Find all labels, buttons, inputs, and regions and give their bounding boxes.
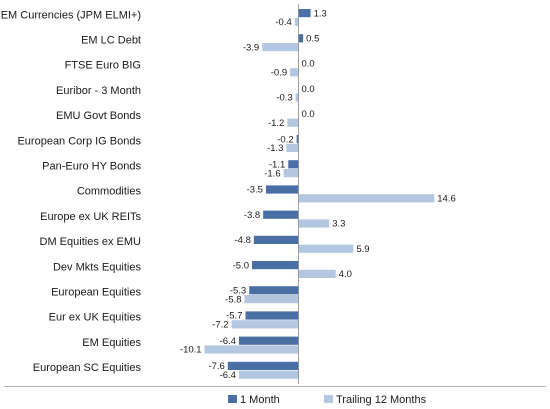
value-label-trailing-12-months-european-sc-equities: -6.4 (220, 370, 236, 381)
bar-trailing-12-months-europe-ex-uk-reits (298, 219, 330, 228)
value-label-1-month-emu-govt-bonds: 0.0 (302, 109, 315, 120)
value-label-1-month-em-equities: -6.4 (220, 336, 236, 347)
value-label-trailing-12-months-ftse-euro-big: -0.9 (271, 68, 287, 79)
bar-1-month-em-lc-debt (298, 34, 304, 43)
value-label-trailing-12-months-pan-euro-hy-bonds: -1.6 (264, 168, 280, 179)
bar-trailing-12-months-em-lc-debt (262, 43, 299, 52)
category-label-europe-ex-uk-reits: Europe ex UK REITs (40, 211, 141, 223)
value-label-1-month-commodities: -3.5 (247, 185, 263, 196)
value-label-trailing-12-months-europe-ex-uk-reits: 3.3 (332, 219, 345, 230)
category-label-ftse-euro-big: FTSE Euro BIG (65, 60, 141, 72)
category-label-european-equities: European Equities (51, 287, 141, 299)
bar-trailing-12-months-pan-euro-hy-bonds (283, 169, 299, 178)
bar-1-month-eur-ex-uk-equities (245, 311, 299, 320)
value-label-1-month-dm-equities-ex-emu: -4.8 (234, 235, 250, 246)
value-label-trailing-12-months-em-equities: -10.1 (180, 345, 202, 356)
bars-layer (204, 9, 435, 379)
category-label-euribor-3-month: Euribor - 3 Month (56, 85, 141, 97)
value-label-1-month-european-sc-equities: -7.6 (208, 361, 224, 372)
bar-trailing-12-months-em-currencies-jpm-elmi (294, 17, 299, 26)
category-label-commodities: Commodities (77, 186, 142, 198)
bar-1-month-pan-euro-hy-bonds (288, 160, 299, 169)
bar-trailing-12-months-euribor-3-month (295, 93, 299, 102)
category-label-european-sc-equities: European SC Equities (33, 362, 142, 374)
value-label-1-month-europe-ex-uk-reits: -3.8 (244, 210, 260, 221)
category-label-pan-euro-hy-bonds: Pan-Euro HY Bonds (42, 161, 141, 173)
category-labels-layer: EM Currencies (JPM ELMI+) EM LC Debt FTSE … (1, 9, 142, 374)
value-label-1-month-em-lc-debt: 0.5 (306, 34, 319, 45)
category-label-em-currencies-jpm-elmi: EM Currencies (JPM ELMI+) (1, 9, 141, 21)
bar-trailing-12-months-emu-govt-bonds (287, 118, 299, 127)
value-label-trailing-12-months-european-corp-ig-bonds: -1.3 (267, 143, 283, 154)
value-label-trailing-12-months-eur-ex-uk-equities: -7.2 (212, 320, 228, 331)
bar-1-month-em-currencies-jpm-elmi (298, 9, 311, 18)
bar-trailing-12-months-ftse-euro-big (290, 68, 299, 77)
value-label-1-month-european-equities: -5.3 (230, 286, 246, 297)
bar-1-month-european-corp-ig-bonds (296, 135, 299, 144)
value-label-1-month-euribor-3-month: 0.0 (302, 84, 315, 95)
value-label-1-month-european-corp-ig-bonds: -0.2 (277, 134, 293, 145)
category-label-dm-equities-ex-emu: DM Equities ex EMU (40, 236, 142, 248)
bar-1-month-em-equities (238, 336, 299, 345)
value-label-trailing-12-months-dm-equities-ex-emu: 5.9 (356, 244, 369, 255)
value-label-1-month-eur-ex-uk-equities: -5.7 (226, 311, 242, 322)
legend-label-1-month: 1 Month (240, 394, 280, 406)
value-label-trailing-12-months-em-currencies-jpm-elmi: -0.4 (275, 17, 291, 28)
value-label-1-month-em-currencies-jpm-elmi: 1.3 (314, 8, 327, 19)
value-label-1-month-ftse-euro-big: 0.0 (302, 59, 315, 70)
value-label-trailing-12-months-commodities: 14.6 (437, 194, 456, 205)
value-label-trailing-12-months-em-lc-debt: -3.9 (243, 42, 259, 53)
category-label-em-lc-debt: EM LC Debt (81, 35, 141, 47)
bar-1-month-dev-mkts-equities (252, 261, 299, 270)
bar-trailing-12-months-european-equities (244, 295, 299, 304)
legend-swatch-1-month (228, 395, 237, 403)
bar-trailing-12-months-european-sc-equities (238, 370, 299, 379)
bar-1-month-commodities (265, 185, 299, 194)
category-label-em-equities: EM Equities (82, 337, 141, 349)
bar-1-month-european-equities (249, 286, 299, 295)
legend: 1 Month Trailing 12 Months (228, 394, 427, 406)
bar-trailing-12-months-dev-mkts-equities (298, 269, 336, 278)
category-label-emu-govt-bonds: EMU Govt Bonds (56, 110, 141, 122)
value-label-trailing-12-months-emu-govt-bonds: -1.2 (268, 118, 284, 129)
legend-swatch-trailing-12-months (324, 395, 333, 403)
bar-trailing-12-months-european-corp-ig-bonds (286, 143, 299, 152)
value-label-trailing-12-months-dev-mkts-equities: 4.0 (339, 269, 352, 280)
bar-1-month-dm-equities-ex-emu (253, 235, 299, 244)
bar-trailing-12-months-dm-equities-ex-emu (298, 244, 354, 253)
category-label-european-corp-ig-bonds: European Corp IG Bonds (17, 135, 141, 147)
bar-trailing-12-months-commodities (298, 194, 435, 203)
bar-trailing-12-months-eur-ex-uk-equities (231, 320, 299, 329)
value-label-trailing-12-months-euribor-3-month: -0.3 (276, 93, 292, 104)
category-label-eur-ex-uk-equities: Eur ex UK Equities (49, 312, 142, 324)
bar-1-month-europe-ex-uk-reits (263, 210, 299, 219)
value-labels-layer: 1.3-0.40.5-3.90.0-0.90.0-0.30.0-1.2-0.2-… (180, 8, 456, 381)
value-label-1-month-pan-euro-hy-bonds: -1.1 (269, 160, 285, 171)
bar-trailing-12-months-em-equities (204, 345, 299, 354)
category-label-dev-mkts-equities: Dev Mkts Equities (53, 261, 142, 273)
value-label-trailing-12-months-european-equities: -5.8 (225, 294, 241, 305)
legend-label-trailing-12-months: Trailing 12 Months (336, 394, 427, 406)
bar-1-month-european-sc-equities (227, 361, 299, 370)
value-label-1-month-dev-mkts-equities: -5.0 (233, 260, 249, 271)
